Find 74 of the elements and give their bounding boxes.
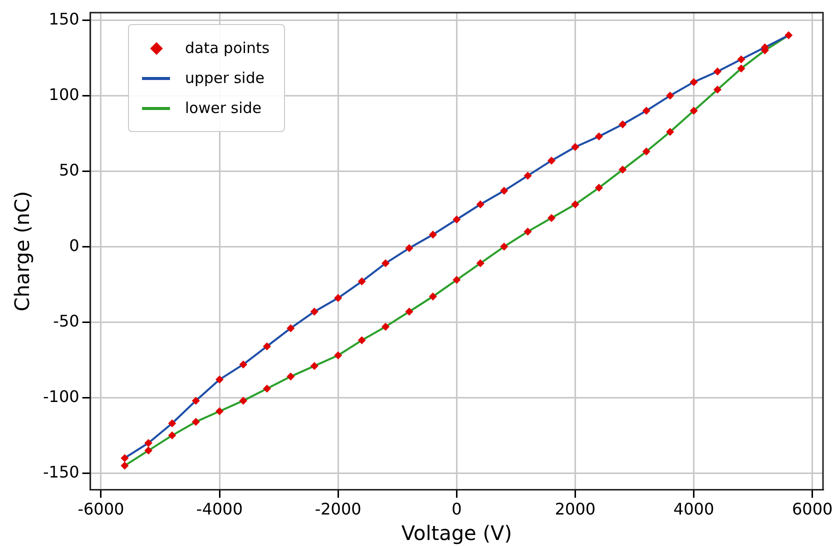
point bbox=[382, 322, 390, 331]
point bbox=[168, 419, 176, 428]
point bbox=[216, 376, 224, 384]
x-tick-label: -6000 bbox=[78, 500, 124, 519]
y-tick-label: 150 bbox=[48, 9, 80, 28]
y-tick-label: 100 bbox=[48, 84, 80, 104]
point bbox=[286, 324, 295, 332]
point bbox=[334, 351, 342, 360]
point bbox=[239, 396, 248, 405]
point bbox=[690, 78, 698, 86]
point bbox=[310, 362, 318, 370]
x-tick-label: -4000 bbox=[196, 500, 243, 519]
x-axis-title: Voltage (V) bbox=[401, 521, 512, 546]
point bbox=[144, 438, 152, 447]
point bbox=[216, 407, 224, 416]
point bbox=[334, 294, 342, 302]
point bbox=[690, 106, 698, 115]
point bbox=[262, 342, 271, 350]
point bbox=[548, 156, 556, 165]
point bbox=[428, 292, 437, 301]
x-tick-label: -2000 bbox=[314, 500, 362, 519]
point bbox=[405, 244, 414, 252]
x-tick-label: 4000 bbox=[673, 500, 714, 519]
point bbox=[382, 259, 390, 268]
point bbox=[428, 230, 437, 239]
point bbox=[358, 277, 366, 286]
point bbox=[500, 186, 508, 195]
point bbox=[571, 200, 580, 208]
point bbox=[286, 372, 295, 381]
point bbox=[594, 132, 603, 140]
point bbox=[476, 259, 484, 268]
y-tick-label: 0 bbox=[69, 236, 80, 255]
legend-label: upper side bbox=[185, 69, 264, 87]
point bbox=[642, 148, 650, 156]
point bbox=[642, 106, 650, 115]
point bbox=[571, 143, 580, 151]
point bbox=[120, 454, 129, 462]
point bbox=[239, 360, 248, 368]
point bbox=[666, 128, 674, 136]
x-tick-label: 0 bbox=[452, 500, 462, 519]
point bbox=[405, 308, 414, 316]
point bbox=[666, 92, 674, 100]
point bbox=[524, 172, 532, 180]
point bbox=[262, 384, 271, 393]
point bbox=[594, 184, 603, 192]
point bbox=[713, 86, 722, 94]
point bbox=[144, 446, 152, 455]
point bbox=[192, 418, 200, 426]
point bbox=[548, 214, 556, 222]
point bbox=[524, 228, 532, 236]
point bbox=[618, 120, 627, 128]
y-tick-label: 50 bbox=[58, 160, 80, 180]
point bbox=[737, 64, 746, 72]
x-tick-label: 6000 bbox=[792, 500, 833, 519]
point bbox=[452, 276, 461, 284]
point bbox=[784, 31, 793, 40]
point bbox=[168, 431, 176, 440]
x-tick-label: 2000 bbox=[554, 500, 596, 519]
legend-label: data points bbox=[185, 39, 270, 57]
point bbox=[358, 336, 366, 344]
point bbox=[737, 55, 746, 64]
point bbox=[500, 242, 508, 251]
point bbox=[120, 462, 129, 470]
y-tick-label: -100 bbox=[43, 386, 80, 406]
point bbox=[310, 308, 318, 316]
point bbox=[618, 166, 627, 174]
point bbox=[452, 215, 461, 224]
y-tick-label: -150 bbox=[43, 462, 80, 482]
point bbox=[476, 200, 484, 208]
y-axis-title: Charge (nC) bbox=[10, 191, 34, 312]
y-tick-label: -50 bbox=[53, 311, 80, 330]
point bbox=[713, 67, 722, 76]
point bbox=[192, 396, 200, 405]
legend-label: lower side bbox=[185, 99, 262, 117]
